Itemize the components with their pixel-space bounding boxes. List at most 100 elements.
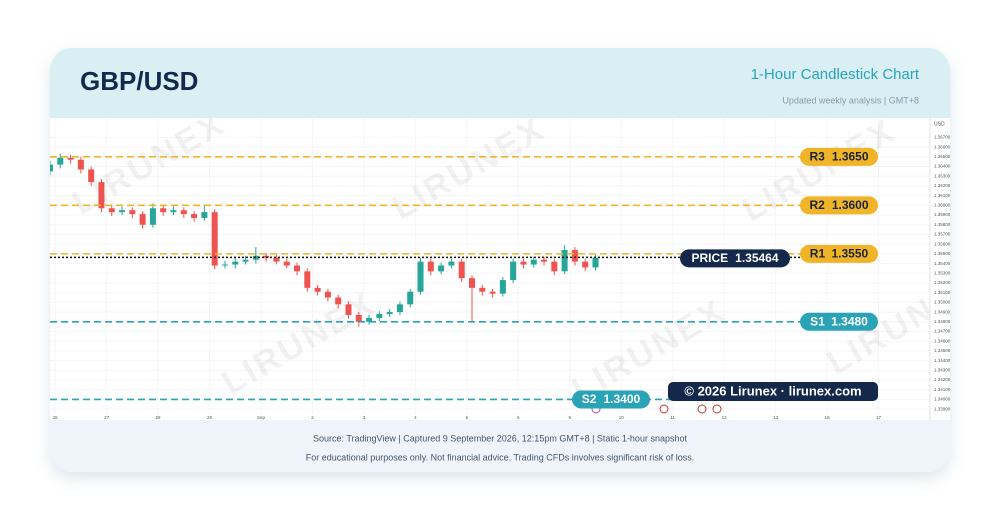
footer-band bbox=[50, 420, 950, 472]
price-badge-bg bbox=[680, 249, 790, 268]
level-badge: R3 1.3650 bbox=[800, 147, 878, 166]
event-icon bbox=[659, 404, 669, 414]
candle-body bbox=[232, 261, 239, 265]
level-badge-part: R1 bbox=[810, 247, 826, 261]
level-badge-text: S1 1.3480 bbox=[810, 314, 868, 328]
candle-body bbox=[499, 280, 506, 294]
level-badge-part: 1.3650 bbox=[832, 149, 869, 163]
y-tick-label: 1.36400 bbox=[934, 164, 951, 169]
candle-body bbox=[191, 214, 198, 218]
y-tick-label: 1.35900 bbox=[934, 212, 951, 217]
y-tick-label: 1.36100 bbox=[934, 193, 951, 198]
candle-body bbox=[273, 257, 280, 262]
level-badge-part: S1 bbox=[810, 314, 825, 328]
x-tick-label: Sep bbox=[257, 415, 266, 420]
copyright: © 2026 Lirunex · lirunex.com bbox=[684, 383, 861, 398]
x-tick-label: 16 bbox=[825, 415, 831, 420]
candle-body bbox=[407, 291, 414, 305]
candle-body bbox=[324, 291, 331, 298]
candle-body bbox=[304, 271, 311, 288]
level-badge-part: R3 bbox=[809, 149, 825, 163]
level-badge-bg bbox=[800, 312, 878, 331]
candle-body bbox=[50, 164, 53, 172]
candle-body bbox=[479, 287, 486, 292]
candle-body bbox=[180, 210, 187, 215]
candle-body bbox=[458, 261, 465, 279]
y-tick-label: 1.36300 bbox=[934, 173, 951, 178]
x-tick-label: 27 bbox=[104, 415, 110, 420]
candle-body bbox=[294, 265, 301, 272]
candle-body bbox=[221, 264, 228, 266]
level-badge-part: 1.3600 bbox=[832, 198, 869, 212]
candle-body bbox=[510, 261, 517, 281]
level-badge-text: R1 1.3550 bbox=[810, 247, 869, 261]
candle-body bbox=[57, 157, 64, 165]
candle-body bbox=[129, 210, 136, 215]
candle-body bbox=[541, 259, 548, 262]
y-tick-label: 1.35400 bbox=[934, 261, 951, 266]
y-tick-label: 1.34800 bbox=[934, 319, 951, 324]
subtitle: Updated weekly analysis | GMT+8 bbox=[782, 95, 919, 105]
candle-body bbox=[468, 278, 475, 288]
level-badge-text: R2 1.3600 bbox=[809, 198, 868, 212]
price-badge: PRICE 1.35464 bbox=[680, 249, 790, 268]
price-badge-text: PRICE 1.35464 bbox=[691, 251, 778, 265]
level-badge-part: 1.3550 bbox=[831, 247, 868, 261]
x-tick-label: 17 bbox=[876, 415, 882, 420]
level-badge: R1 1.3550 bbox=[800, 244, 878, 263]
y-tick-label: 1.34000 bbox=[934, 397, 951, 402]
candle-body bbox=[592, 257, 599, 268]
y-tick-label: 1.35200 bbox=[934, 280, 951, 285]
candle-body bbox=[345, 304, 352, 316]
y-tick-label: 1.34500 bbox=[934, 348, 951, 353]
y-tick-label: 1.36700 bbox=[934, 135, 951, 140]
candle-body bbox=[417, 261, 424, 292]
y-tick-label: 1.34700 bbox=[934, 329, 951, 334]
y-tick-label: 1.35500 bbox=[934, 251, 951, 256]
y-tick-label: 1.35800 bbox=[934, 222, 951, 227]
candle-body bbox=[108, 208, 115, 213]
candle-body bbox=[366, 317, 373, 322]
y-tick-label: 1.34100 bbox=[934, 387, 951, 392]
level-badge-part: S2 bbox=[582, 392, 597, 406]
candle-body bbox=[386, 312, 393, 315]
candle-body bbox=[160, 208, 167, 213]
x-tick-label: 10 bbox=[619, 415, 625, 420]
x-tick-label: 12 bbox=[722, 415, 728, 420]
source-note: Source: TradingView | Captured 9 Septemb… bbox=[313, 433, 687, 443]
level-badge-part: 1.3400 bbox=[603, 392, 640, 406]
chart-name: 1-Hour Candlestick Chart bbox=[751, 66, 920, 83]
candle-body bbox=[139, 214, 146, 225]
copyright-badge: © 2026 Lirunex · lirunex.com bbox=[668, 382, 878, 401]
card bbox=[50, 48, 950, 472]
x-tick-label: 26 bbox=[53, 415, 59, 420]
candle-body bbox=[520, 261, 527, 265]
y-tick-label: 1.36000 bbox=[934, 203, 951, 208]
y-tick-label: 1.34300 bbox=[934, 368, 951, 373]
y-tick-label: 1.34200 bbox=[934, 377, 951, 382]
candle-body bbox=[571, 249, 578, 262]
x-tick-label: 2 bbox=[311, 415, 314, 420]
x-tick-label: 4 bbox=[414, 415, 417, 420]
candle-body bbox=[396, 304, 403, 313]
level-badge-part: R2 bbox=[809, 198, 825, 212]
y-tick-label: 1.36500 bbox=[934, 154, 951, 159]
y-axis-label: USD bbox=[934, 121, 945, 127]
level-badge-text: S2 1.3400 bbox=[582, 392, 641, 406]
candle-body bbox=[67, 157, 74, 160]
event-icon bbox=[712, 404, 722, 414]
x-tick-label: 28 bbox=[156, 415, 162, 420]
disclaimer: For educational purposes only. Not finan… bbox=[306, 452, 695, 462]
level-badge: S1 1.3480 bbox=[800, 312, 878, 331]
x-tick-label: 6 bbox=[517, 415, 520, 420]
y-tick-label: 1.35100 bbox=[934, 290, 951, 295]
y-tick-label: 1.34600 bbox=[934, 338, 951, 343]
x-tick-label: 9 bbox=[569, 415, 572, 420]
candle-body bbox=[376, 314, 383, 318]
candle-body bbox=[448, 261, 455, 266]
price-badge-part: PRICE bbox=[691, 251, 728, 265]
y-tick-label: 1.36600 bbox=[934, 144, 951, 149]
candle-body bbox=[489, 291, 496, 294]
candle-body bbox=[438, 265, 445, 272]
